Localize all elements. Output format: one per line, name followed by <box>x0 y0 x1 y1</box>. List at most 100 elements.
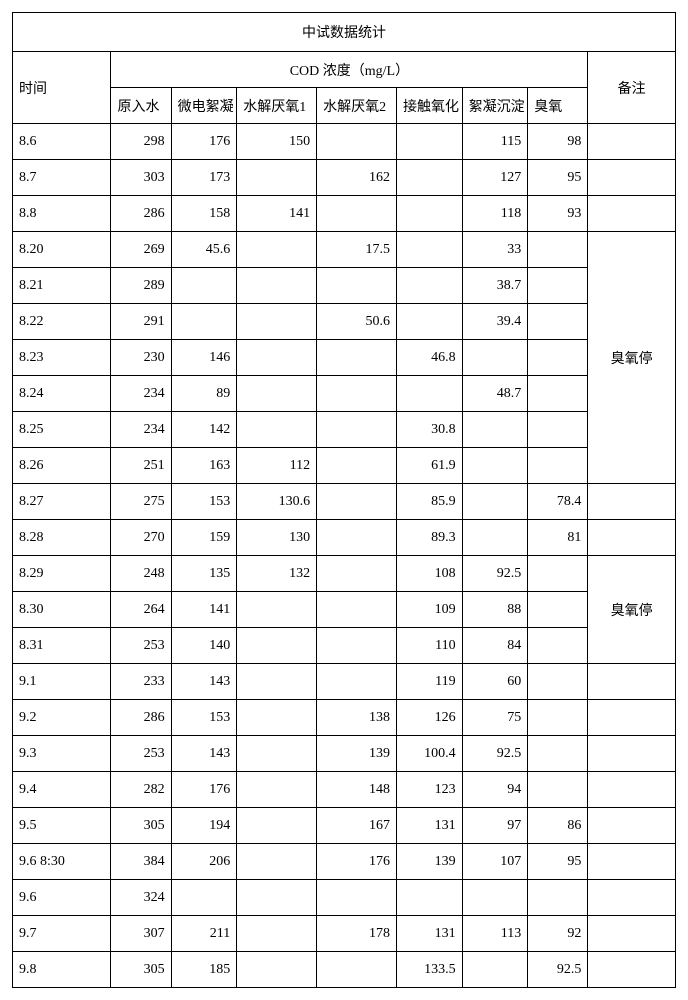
cell-value <box>396 880 462 916</box>
cell-value: 127 <box>462 160 528 196</box>
table-row: 9.3253143139100.492.5 <box>13 736 676 772</box>
table-row: 9.53051941671319786 <box>13 808 676 844</box>
cell-value: 113 <box>462 916 528 952</box>
cell-value <box>237 376 317 412</box>
table-row: 9.6 8:3038420617613910795 <box>13 844 676 880</box>
table-row: 8.629817615011598 <box>13 124 676 160</box>
cell-value <box>317 340 397 376</box>
cell-value: 95 <box>528 160 588 196</box>
cell-value: 143 <box>171 664 237 700</box>
cell-value: 248 <box>111 556 171 592</box>
cell-value: 253 <box>111 736 171 772</box>
table-row: 8.242348948.7 <box>13 376 676 412</box>
cell-value <box>317 592 397 628</box>
cell-value: 298 <box>111 124 171 160</box>
cell-time: 8.30 <box>13 592 111 628</box>
cell-value: 162 <box>317 160 397 196</box>
cell-value <box>528 700 588 736</box>
cell-value: 110 <box>396 628 462 664</box>
cell-remark <box>588 808 676 844</box>
table-row: 8.2128938.7 <box>13 268 676 304</box>
cell-value: 264 <box>111 592 171 628</box>
cell-value: 305 <box>111 952 171 988</box>
cell-value <box>317 628 397 664</box>
cell-value <box>171 304 237 340</box>
data-table: 中试数据统计时间COD 浓度（mg/L）备注原入水微电絮凝水解厌氧1水解厌氧2接… <box>12 12 676 988</box>
cell-time: 8.22 <box>13 304 111 340</box>
table-row: 8.828615814111893 <box>13 196 676 232</box>
cell-value <box>462 880 528 916</box>
cell-value: 118 <box>462 196 528 232</box>
cell-value: 324 <box>111 880 171 916</box>
cell-value: 178 <box>317 916 397 952</box>
table-row: 9.6324 <box>13 880 676 916</box>
cell-time: 9.7 <box>13 916 111 952</box>
cell-value: 286 <box>111 196 171 232</box>
cell-value: 93 <box>528 196 588 232</box>
cell-value: 92.5 <box>462 736 528 772</box>
cell-remark <box>588 952 676 988</box>
cell-value <box>528 448 588 484</box>
cell-time: 8.29 <box>13 556 111 592</box>
cell-value: 307 <box>111 916 171 952</box>
cell-value: 123 <box>396 772 462 808</box>
cell-value: 75 <box>462 700 528 736</box>
cell-value: 48.7 <box>462 376 528 412</box>
cell-value: 95 <box>528 844 588 880</box>
cell-value <box>528 880 588 916</box>
header-col: 接触氧化 <box>396 88 462 124</box>
cell-value <box>528 376 588 412</box>
header-col: 臭氧 <box>528 88 588 124</box>
cell-value: 86 <box>528 808 588 844</box>
cell-remark <box>588 664 676 700</box>
cell-value <box>237 736 317 772</box>
cell-time: 9.6 8:30 <box>13 844 111 880</box>
cell-value: 148 <box>317 772 397 808</box>
table-row: 9.123314311960 <box>13 664 676 700</box>
cell-remark: 臭氧停 <box>588 232 676 484</box>
cell-time: 8.6 <box>13 124 111 160</box>
cell-value: 211 <box>171 916 237 952</box>
cell-value: 133.5 <box>396 952 462 988</box>
cell-value <box>237 592 317 628</box>
cell-remark <box>588 700 676 736</box>
cell-value: 139 <box>317 736 397 772</box>
cell-value: 173 <box>171 160 237 196</box>
table-row: 8.2026945.617.533臭氧停 <box>13 232 676 268</box>
cell-value <box>528 268 588 304</box>
cell-value <box>528 664 588 700</box>
cell-value <box>396 124 462 160</box>
cell-value: 92 <box>528 916 588 952</box>
table-row: 9.8305185133.592.5 <box>13 952 676 988</box>
cell-value <box>528 232 588 268</box>
cell-value: 112 <box>237 448 317 484</box>
cell-value <box>528 736 588 772</box>
cell-value: 253 <box>111 628 171 664</box>
cell-value: 84 <box>462 628 528 664</box>
table-title: 中试数据统计 <box>13 13 676 52</box>
cell-value: 138 <box>317 700 397 736</box>
cell-value: 303 <box>111 160 171 196</box>
header-col: 微电絮凝 <box>171 88 237 124</box>
cell-value <box>528 592 588 628</box>
cell-value: 89 <box>171 376 237 412</box>
cell-value: 108 <box>396 556 462 592</box>
cell-time: 8.20 <box>13 232 111 268</box>
cell-value <box>237 160 317 196</box>
cell-time: 8.27 <box>13 484 111 520</box>
header-remark: 备注 <box>588 52 676 124</box>
cell-time: 8.26 <box>13 448 111 484</box>
cell-value <box>462 952 528 988</box>
cell-value <box>528 412 588 448</box>
cell-time: 9.2 <box>13 700 111 736</box>
table-row: 9.428217614812394 <box>13 772 676 808</box>
table-row: 9.228615313812675 <box>13 700 676 736</box>
cell-value: 163 <box>171 448 237 484</box>
cell-value: 146 <box>171 340 237 376</box>
cell-value <box>237 232 317 268</box>
cell-value: 38.7 <box>462 268 528 304</box>
cell-value <box>317 520 397 556</box>
cell-value: 153 <box>171 700 237 736</box>
cell-value: 159 <box>171 520 237 556</box>
cell-remark <box>588 736 676 772</box>
